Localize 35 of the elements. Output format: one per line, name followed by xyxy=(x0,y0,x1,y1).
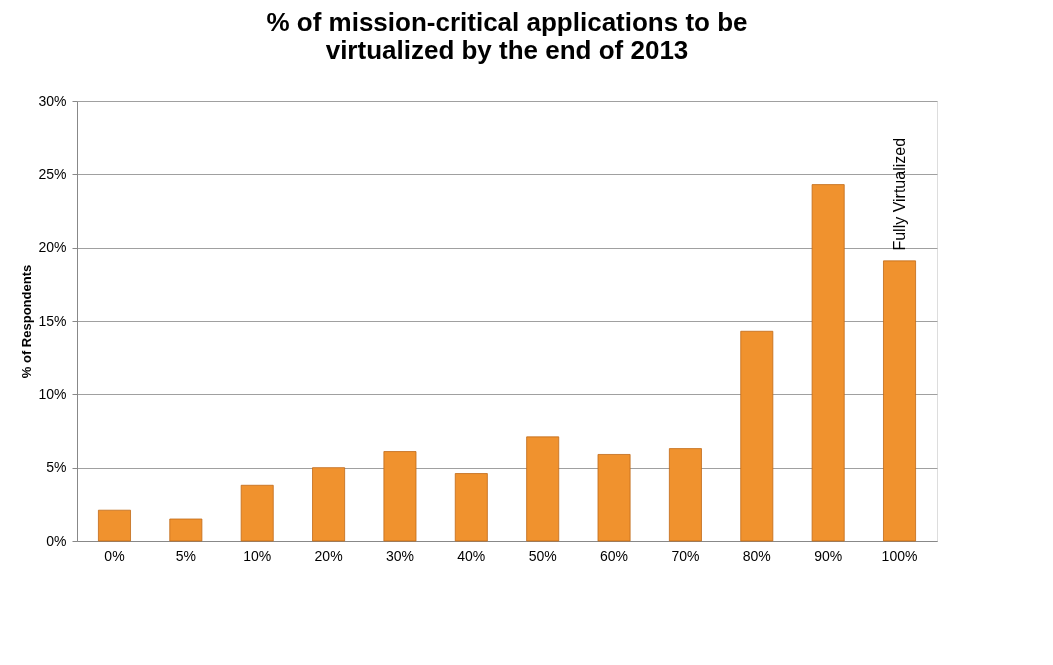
x-tick-label: 70% xyxy=(671,547,700,564)
x-tick-label: 50% xyxy=(528,547,557,564)
bar xyxy=(811,184,845,542)
bar xyxy=(98,509,131,542)
x-tick-label: 10% xyxy=(243,547,272,564)
bar xyxy=(240,484,274,542)
x-tick-label: 80% xyxy=(742,547,771,564)
x-tick-label: 60% xyxy=(600,547,629,564)
y-axis-title: % of Respondents xyxy=(19,264,35,379)
bar xyxy=(383,451,417,542)
bar xyxy=(597,454,631,542)
bar xyxy=(169,518,203,542)
x-tick-label: 5% xyxy=(175,547,196,564)
text: % of mission-critical applications to be xyxy=(266,7,748,37)
bar xyxy=(883,260,916,542)
y-tick-label: 20% xyxy=(38,239,67,256)
text: virtualized by the end of 2013 xyxy=(325,35,689,65)
y-tick-label: 10% xyxy=(38,385,67,402)
y-tick-label: 15% xyxy=(38,312,67,329)
x-tick-label: 40% xyxy=(457,547,486,564)
annotation: Fully Virtualized xyxy=(890,137,908,251)
bar xyxy=(668,448,702,542)
bar xyxy=(740,330,774,542)
y-tick-label: 30% xyxy=(38,92,67,109)
x-tick-label: 90% xyxy=(814,547,843,564)
x-tick-label: 100% xyxy=(881,547,918,564)
y-tick-label: 0% xyxy=(46,532,67,549)
y-tick-label: 5% xyxy=(46,459,67,476)
y-tick-label: 25% xyxy=(38,165,67,182)
bar xyxy=(312,467,346,542)
x-tick-label: 20% xyxy=(314,547,343,564)
bar xyxy=(454,473,488,542)
x-tick-label: 0% xyxy=(104,547,125,564)
x-tick-label: 30% xyxy=(385,547,414,564)
bar xyxy=(526,436,560,542)
